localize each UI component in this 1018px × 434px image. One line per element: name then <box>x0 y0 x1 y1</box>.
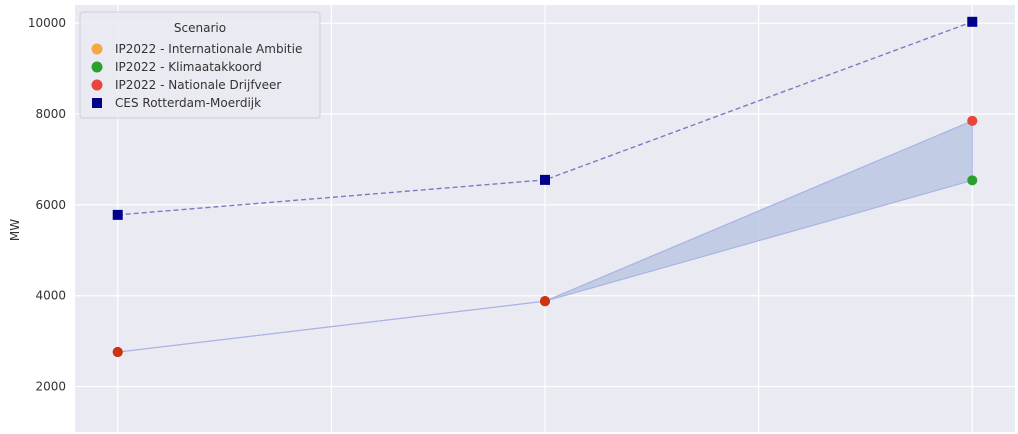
scenario-marker-3 <box>112 347 123 358</box>
ces-marker <box>540 174 550 185</box>
legend-label: IP2022 - Nationale Drijfveer <box>115 78 281 92</box>
legend: Scenario IP2022 - Internationale Ambitie… <box>79 11 321 119</box>
ces-marker <box>967 16 978 27</box>
legend-marker-circle <box>91 79 103 91</box>
y-tick-label: 10000 <box>28 16 66 30</box>
y-tick-label: 4000 <box>35 289 66 303</box>
legend-marker-square <box>92 98 102 108</box>
legend-label: CES Rotterdam-Moerdijk <box>115 96 261 110</box>
legend-label: IP2022 - Internationale Ambitie <box>115 42 302 56</box>
y-axis-label: MW <box>8 219 22 241</box>
scenario-marker-2 <box>967 175 978 186</box>
legend-marker-circle <box>91 61 103 73</box>
y-tick-labels: 2000 4000 6000 8000 10000 <box>28 16 66 393</box>
legend-label: IP2022 - Klimaatakkoord <box>115 60 262 74</box>
y-tick-label: 2000 <box>35 380 66 394</box>
scenario-marker-3 <box>967 115 978 126</box>
series-markers <box>112 16 978 358</box>
legend-marker-circle <box>91 43 103 55</box>
scenario-marker-3 <box>540 296 550 307</box>
ces-marker <box>112 209 123 220</box>
legend-box <box>79 11 321 119</box>
y-tick-label: 8000 <box>35 107 66 121</box>
legend-title: Scenario <box>174 21 226 35</box>
legend-entries: IP2022 - Internationale Ambitie IP2022 - … <box>91 42 302 110</box>
y-tick-label: 6000 <box>35 198 66 212</box>
